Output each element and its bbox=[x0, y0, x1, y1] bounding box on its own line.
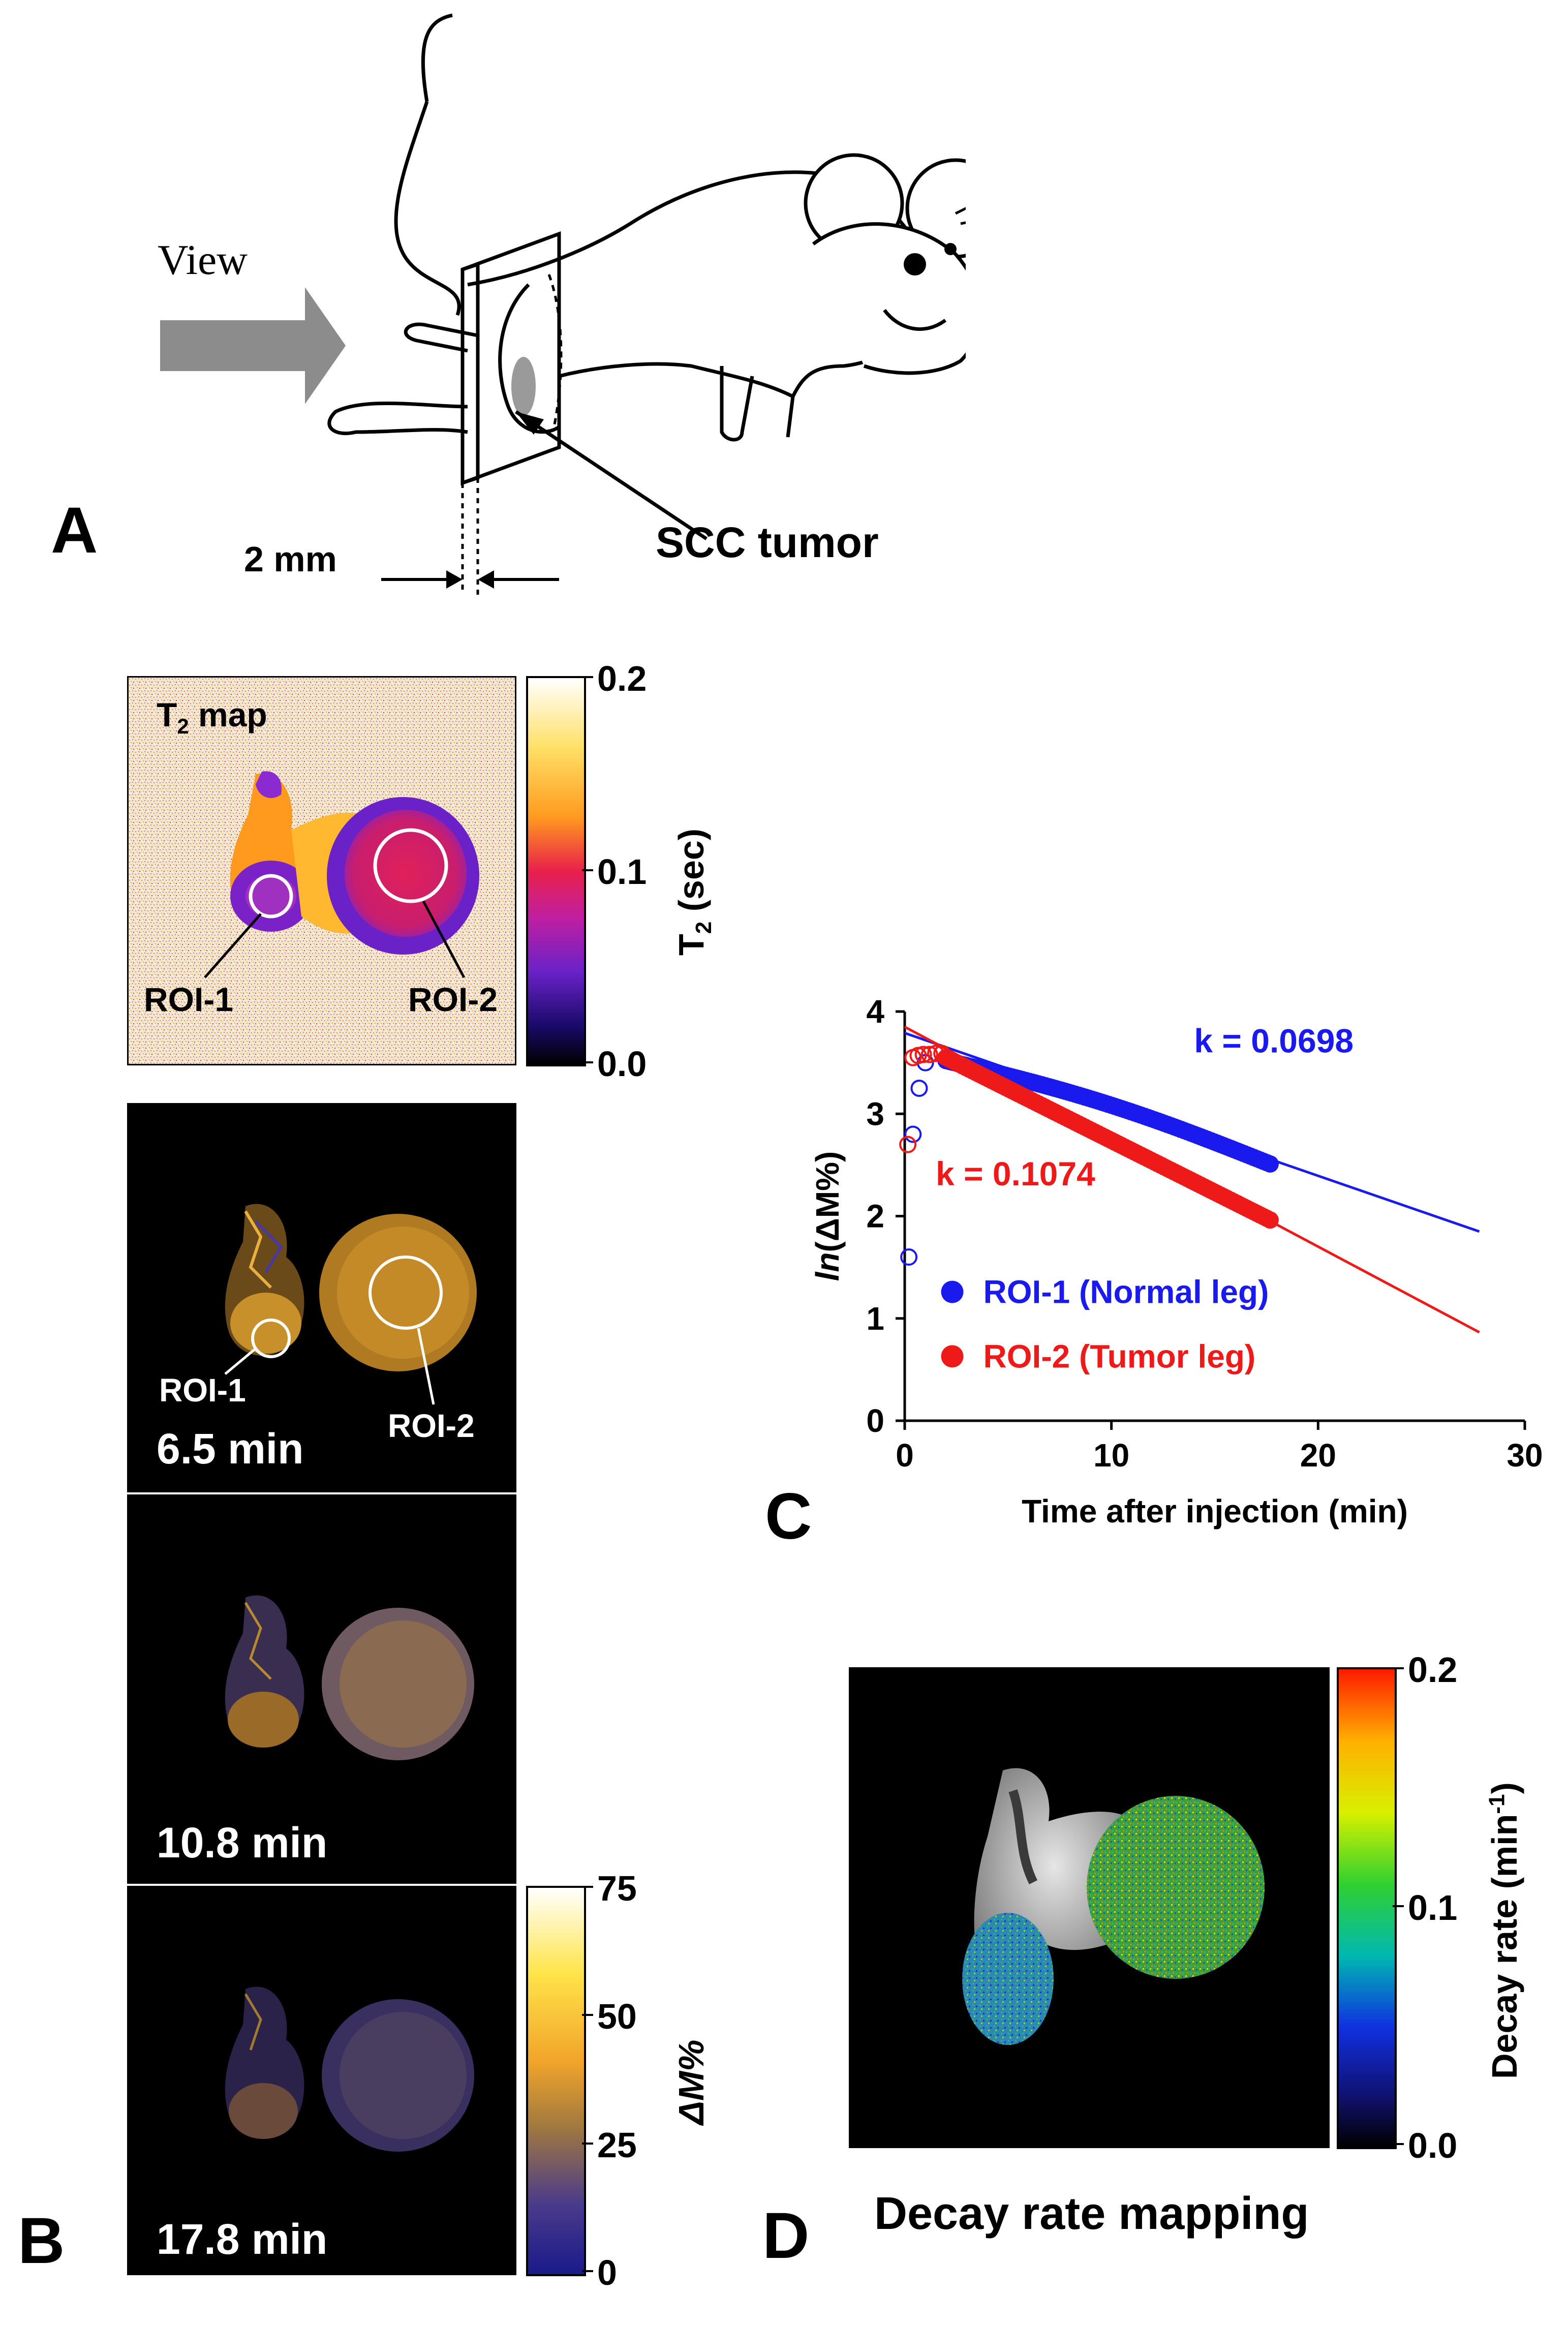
decay-caption: Decay rate mapping bbox=[874, 2188, 1309, 2239]
tumor-label: SCC tumor bbox=[656, 518, 879, 566]
open-point-2 bbox=[933, 1045, 951, 1062]
x-tick-label: 20 bbox=[1300, 1437, 1336, 1474]
x-tick-label: 10 bbox=[1093, 1437, 1129, 1474]
view-label: View bbox=[158, 236, 248, 284]
dm-tick-75: 75 bbox=[597, 1869, 637, 1908]
data-point-1 bbox=[1261, 1155, 1279, 1173]
legend-label-1: ROI-1 (Normal leg) bbox=[983, 1274, 1269, 1310]
dm2-time-label: 10.8 min bbox=[157, 1819, 328, 1867]
t2-map-title: T2 map bbox=[157, 696, 267, 739]
open-point-2 bbox=[920, 1046, 938, 1063]
t2-tick-mid: 0.1 bbox=[597, 852, 647, 892]
mouse-illustration bbox=[160, 13, 966, 595]
thickness-label: 2 mm bbox=[244, 539, 337, 579]
open-point-2 bbox=[899, 1136, 917, 1153]
dm-tick-25: 25 bbox=[597, 2125, 637, 2165]
dm-image-2: 10.8 min bbox=[127, 1494, 516, 1884]
legend-label-2: ROI-2 (Tumor leg) bbox=[983, 1338, 1256, 1374]
panel-letter-b: B bbox=[18, 2205, 65, 2277]
y-tick-label: 4 bbox=[866, 993, 884, 1030]
t2-tick-top: 0.2 bbox=[597, 659, 647, 698]
dm1-roi2-label: ROI-2 bbox=[388, 1408, 475, 1444]
decay-chart: 0 1 2 3 4 0 10 20 30 Time after injection (min) ln… bbox=[809, 993, 1543, 1529]
open-point-2 bbox=[927, 1045, 944, 1062]
panel-letter-a: A bbox=[51, 494, 98, 567]
dm3-time-label: 17.8 min bbox=[157, 2215, 328, 2263]
decay-rate-image bbox=[849, 1667, 1330, 2148]
y-axis-label: ln(ΔM%) bbox=[809, 1151, 846, 1281]
legend-marker-1 bbox=[941, 1280, 964, 1303]
decay-tick-bottom: 0.0 bbox=[1408, 2126, 1458, 2165]
x-tick-label: 30 bbox=[1506, 1437, 1543, 1474]
open-point-1 bbox=[900, 1248, 918, 1266]
y-tick-label: 2 bbox=[866, 1198, 884, 1235]
decay-colorbar bbox=[1337, 1667, 1397, 2149]
dm-colorbar bbox=[526, 1886, 586, 2276]
decay-tick-mid: 0.1 bbox=[1408, 1888, 1458, 1928]
dm-colorbar-label: ΔM% bbox=[671, 2039, 711, 2125]
y-tick-label: 0 bbox=[866, 1402, 884, 1439]
tumor-shape bbox=[511, 357, 536, 416]
open-point-2 bbox=[914, 1046, 932, 1063]
t2-colorbar bbox=[526, 676, 586, 1066]
fit-label-2: k = 0.1074 bbox=[936, 1155, 1095, 1192]
t2-colorbar-label: T2 (sec) bbox=[671, 828, 716, 956]
x-axis-label: Time after injection (min) bbox=[1022, 1493, 1408, 1529]
panel-letter-d: D bbox=[762, 2199, 810, 2272]
t2-map-image: T2 map ROI-1 ROI-2 bbox=[127, 676, 516, 1065]
open-point-1 bbox=[904, 1125, 922, 1143]
t2-roi1-label: ROI-1 bbox=[144, 981, 234, 1018]
y-tick-label: 3 bbox=[866, 1095, 884, 1132]
fit-label-1: k = 0.0698 bbox=[1194, 1022, 1354, 1060]
dm1-roi1-label: ROI-1 bbox=[159, 1372, 246, 1409]
dm-image-3: 17.8 min bbox=[127, 1886, 516, 2275]
legend-marker-2 bbox=[941, 1345, 964, 1368]
data-point-2 bbox=[1261, 1211, 1279, 1229]
dm-image-1: ROI-1 ROI-2 6.5 min bbox=[127, 1103, 516, 1492]
dm-tick-0: 0 bbox=[597, 2253, 617, 2292]
open-point-1 bbox=[910, 1079, 928, 1097]
t2-tick-bottom: 0.0 bbox=[597, 1044, 647, 1084]
dm-tick-50: 50 bbox=[597, 1997, 637, 2036]
decay-colorbar-label: Decay rate (min-1) bbox=[1484, 1782, 1524, 2079]
dm1-time-label: 6.5 min bbox=[157, 1425, 304, 1473]
panel-letter-c: C bbox=[765, 1480, 812, 1553]
view-arrow-icon bbox=[160, 287, 346, 404]
x-tick-label: 0 bbox=[896, 1437, 914, 1474]
t2-roi2-label: ROI-2 bbox=[408, 981, 498, 1018]
decay-tick-top: 0.2 bbox=[1408, 1650, 1458, 1690]
y-tick-label: 1 bbox=[866, 1300, 884, 1337]
